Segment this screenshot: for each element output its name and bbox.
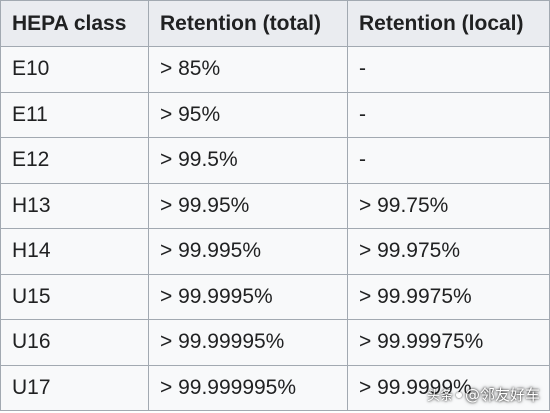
cell-retention-total: > 99.99995% [148, 319, 348, 366]
table-header-row: HEPA class Retention (total) Retention (… [0, 0, 550, 47]
cell-retention-local: > 99.75% [347, 182, 550, 229]
cell-retention-local: > 99.9999% [347, 364, 550, 411]
cell-retention-total: > 99.999995% [148, 364, 348, 411]
cell-retention-local: - [347, 91, 550, 138]
cell-retention-total: > 99.95% [148, 182, 348, 229]
cell-hepa-class: E12 [0, 137, 149, 184]
header-retention-local: Retention (local) [347, 0, 550, 47]
cell-retention-total: > 99.9995% [148, 273, 348, 320]
cell-retention-local: > 99.9975% [347, 273, 550, 320]
cell-retention-local: > 99.99975% [347, 319, 550, 366]
table-row: E10 > 85% - [0, 46, 550, 93]
cell-retention-local: - [347, 137, 550, 184]
table-row: U15 > 99.9995% > 99.9975% [0, 273, 550, 320]
table-row: U17 > 99.999995% > 99.9999% [0, 364, 550, 411]
cell-retention-total: > 85% [148, 46, 348, 93]
table-row: H14 > 99.995% > 99.975% [0, 228, 550, 275]
table-row: U16 > 99.99995% > 99.99975% [0, 319, 550, 366]
header-retention-total: Retention (total) [148, 0, 348, 47]
table-row: E11 > 95% - [0, 91, 550, 138]
cell-hepa-class: H13 [0, 182, 149, 229]
table-row: E12 > 99.5% - [0, 137, 550, 184]
cell-hepa-class: E10 [0, 46, 149, 93]
cell-retention-total: > 99.995% [148, 228, 348, 275]
cell-retention-local: - [347, 46, 550, 93]
cell-retention-local: > 99.975% [347, 228, 550, 275]
cell-hepa-class: U17 [0, 364, 149, 411]
table-row: H13 > 99.95% > 99.75% [0, 182, 550, 229]
cell-retention-total: > 95% [148, 91, 348, 138]
cell-hepa-class: H14 [0, 228, 149, 275]
header-hepa-class: HEPA class [0, 0, 149, 47]
cell-retention-total: > 99.5% [148, 137, 348, 184]
cell-hepa-class: U16 [0, 319, 149, 366]
cell-hepa-class: U15 [0, 273, 149, 320]
cell-hepa-class: E11 [0, 91, 149, 138]
